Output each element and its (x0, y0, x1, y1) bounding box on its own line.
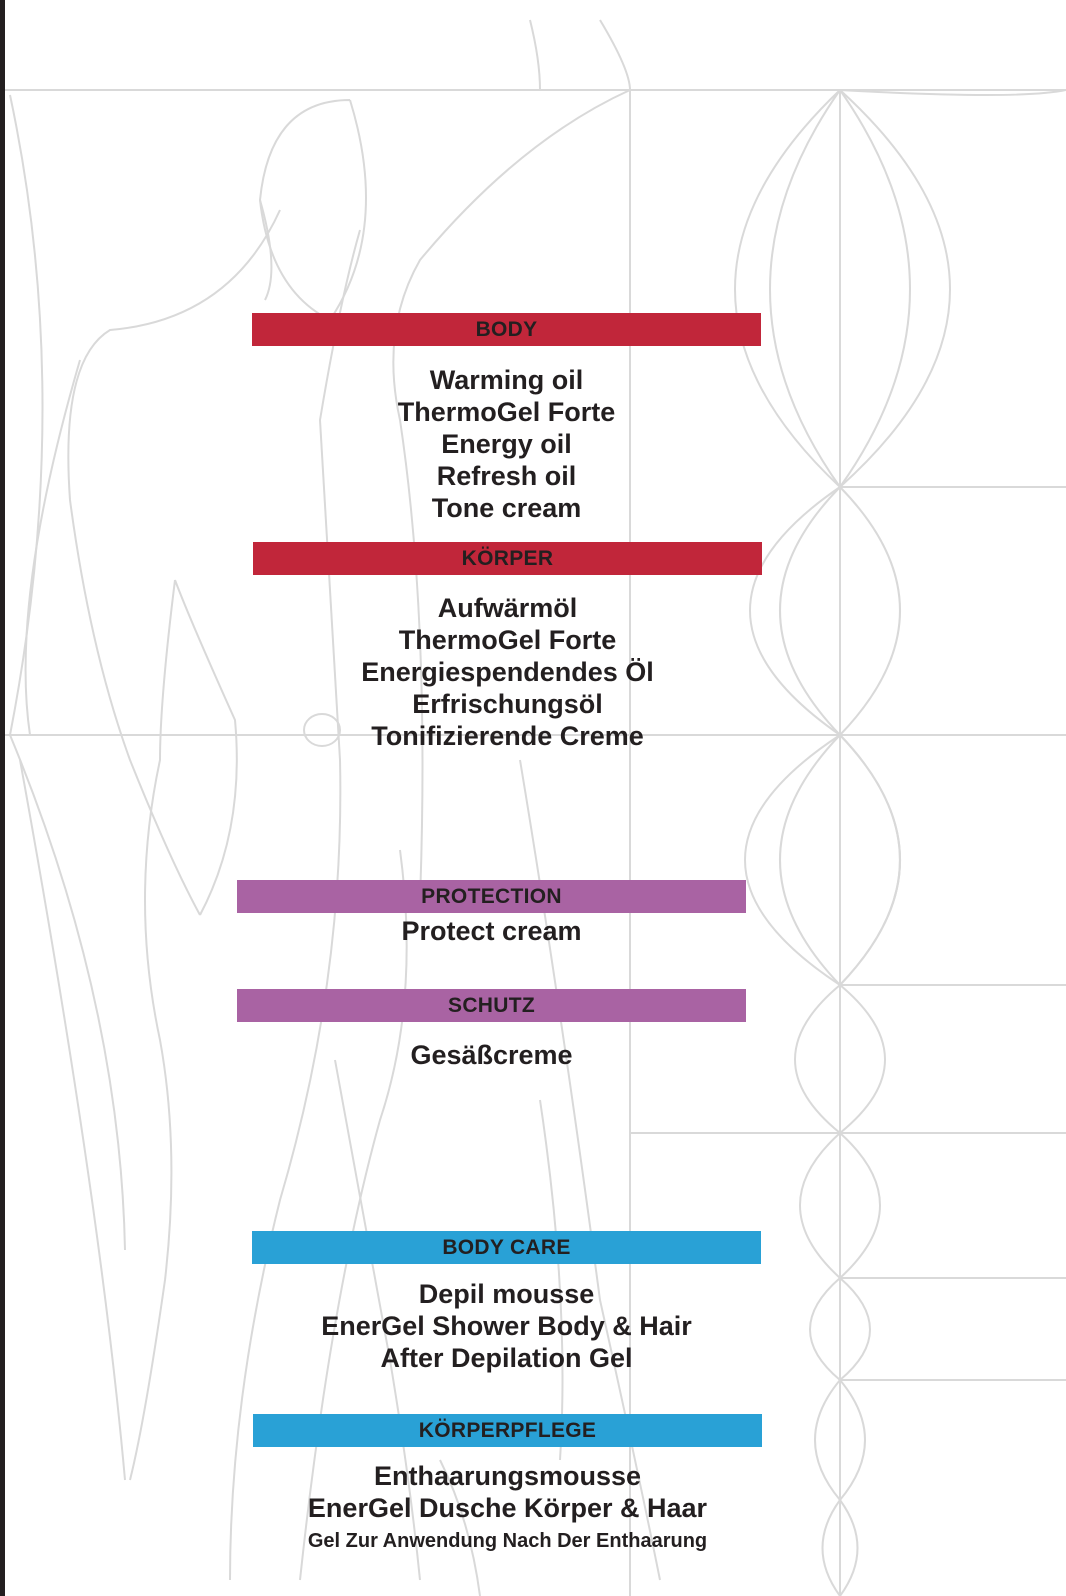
list-item: ThermoGel Forte (398, 625, 617, 655)
list-item: After Depilation Gel (380, 1343, 633, 1373)
list-item: Aufwärmöl (437, 593, 578, 623)
list-item: Enthaarungsmousse (373, 1461, 642, 1491)
list-item: Gel Zur Anwendung Nach Der Enthaarung (307, 1530, 708, 1552)
list-item: Energy oil (441, 429, 572, 459)
product-list-protection: Protect cream (237, 915, 746, 947)
section-heading-koerperpflege: KÖRPERPFLEGE (253, 1414, 762, 1447)
list-item: ThermoGel Forte (397, 397, 616, 427)
list-item: Protect cream (401, 916, 582, 946)
list-item: Tone cream (431, 493, 582, 523)
list-item: Warming oil (429, 365, 584, 395)
list-item: Gesäßcreme (410, 1040, 573, 1070)
section-heading-body-care: BODY CARE (252, 1231, 761, 1264)
left-edge-bar (0, 0, 5, 1596)
list-item: Erfrischungsöl (412, 689, 603, 719)
list-item: Refresh oil (436, 461, 577, 491)
list-item: Depil mousse (418, 1279, 595, 1309)
product-list-body-care: Depil mousse EnerGel Shower Body & Hair … (252, 1278, 761, 1374)
list-item: EnerGel Dusche Körper & Haar (307, 1493, 708, 1523)
product-list-koerper: Aufwärmöl ThermoGel Forte Energiespenden… (253, 592, 762, 752)
product-list-koerperpflege: Enthaarungsmousse EnerGel Dusche Körper … (253, 1460, 762, 1558)
list-item: EnerGel Shower Body & Hair (321, 1311, 692, 1341)
product-list-body: Warming oil ThermoGel Forte Energy oil R… (252, 364, 761, 524)
product-list-schutz: Gesäßcreme (237, 1039, 746, 1071)
list-item: Tonifizierende Creme (371, 721, 644, 751)
section-heading-schutz: SCHUTZ (237, 989, 746, 1022)
section-heading-koerper: KÖRPER (253, 542, 762, 575)
section-heading-body: BODY (252, 313, 761, 346)
list-item: Energiespendendes Öl (361, 657, 654, 687)
section-heading-protection: PROTECTION (237, 880, 746, 913)
